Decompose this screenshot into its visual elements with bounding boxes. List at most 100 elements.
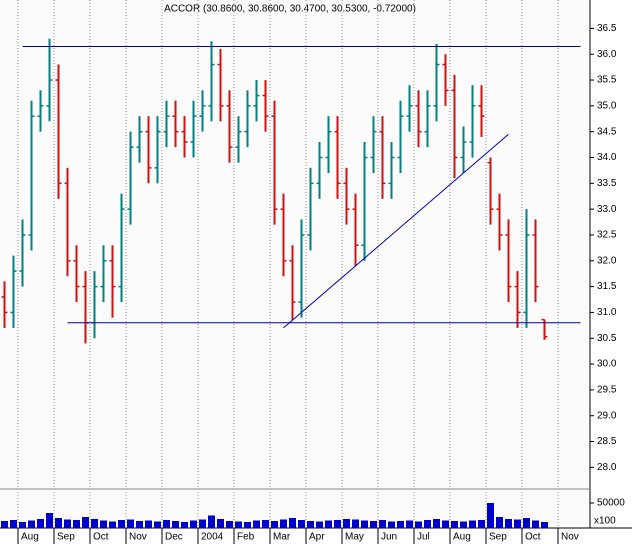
volume-bar [208,515,215,528]
x-tick-label: Aug [453,532,471,543]
volume-bar [289,518,296,528]
volume-bar [190,520,197,528]
volume-bar [298,520,305,528]
x-tick-label: Nov [129,532,147,543]
volume-bar [271,521,278,528]
volume-bar [532,520,539,528]
volume-bar [469,520,476,528]
x-tick-label: Oct [525,532,541,543]
volume-bar [442,520,449,528]
volume-bar [118,520,125,528]
volume-bar [37,519,44,528]
volume-bar [316,521,323,528]
volume-bar [433,519,440,528]
chart-title: ACCOR (30.8600, 30.8600, 30.4700, 30.530… [164,4,416,15]
volume-bar [91,519,98,528]
volume-bar [244,522,251,528]
volume-bar [370,521,377,528]
volume-bar [109,521,116,528]
volume-unit-label: x100 [594,516,616,527]
volume-bar [235,521,242,528]
x-tick-label: Dec [165,532,183,543]
volume-tick-label: 50000 [597,498,625,509]
volume-bar [379,520,386,528]
y-tick-label: 30.5 [597,333,617,344]
volume-bar [82,517,89,528]
volume-bar [514,519,521,528]
y-tick-label: 34.0 [597,152,617,163]
volume-bar [154,521,161,528]
y-tick-label: 29.5 [597,385,617,396]
volume-bar [73,520,80,528]
volume-bar [226,521,233,528]
x-tick-label: Nov [561,532,579,543]
volume-bar [352,519,359,528]
x-tick-label: Sep [57,532,75,543]
x-tick-label: Feb [237,532,255,543]
volume-bar [181,522,188,528]
volume-bar [424,520,431,528]
volume-bar [505,519,512,528]
volume-bar [172,521,179,528]
volume-bar [100,520,107,528]
x-tick-label: Sep [489,532,507,543]
volume-bar [10,520,17,528]
y-tick-label: 35.0 [597,101,617,112]
volume-bar [1,521,8,528]
volume-bar [451,521,458,528]
volume-bar [523,518,530,528]
volume-bar [217,519,224,528]
x-tick-label: Mar [273,532,291,543]
x-tick-label: Aug [21,532,39,543]
volume-bar [343,519,350,528]
y-tick-label: 32.5 [597,230,617,241]
volume-bar [199,519,206,528]
volume-bar [397,521,404,528]
y-tick-label: 31.5 [597,281,617,292]
volume-bar [415,521,422,528]
volume-bar [406,520,413,528]
volume-bar [28,520,35,528]
volume-bar [361,520,368,528]
y-tick-label: 33.5 [597,178,617,189]
volume-bar [478,520,485,528]
y-tick-label: 36.5 [597,23,617,34]
y-tick-label: 33.0 [597,204,617,215]
volume-bar [334,520,341,528]
y-tick-label: 28.5 [597,436,617,447]
y-tick-label: 34.5 [597,126,617,137]
volume-bar [55,518,62,528]
volume-bar [541,522,548,528]
volume-bar [460,521,467,528]
volume-bar [262,520,269,528]
x-tick-label: Jun [381,532,397,543]
volume-bar [163,520,170,528]
volume-bar [64,519,71,528]
x-tick-label: Oct [93,532,109,543]
x-tick-label: May [345,532,364,543]
volume-bar [145,520,152,528]
x-tick-label: Jul [417,532,430,543]
volume-bar [19,522,26,528]
volume-bar [388,521,395,528]
y-tick-label: 35.5 [597,75,617,86]
y-tick-label: 32.0 [597,255,617,266]
volume-bar [136,521,143,528]
x-tick-label: 2004 [201,532,224,543]
y-tick-label: 30.0 [597,359,617,370]
plot-background [0,0,590,528]
volume-bar [307,521,314,528]
y-tick-label: 36.0 [597,49,617,60]
volume-bar [253,520,260,528]
y-tick-label: 29.0 [597,410,617,421]
volume-bar [280,519,287,528]
volume-bar [46,513,53,528]
volume-bar [127,519,134,528]
volume-bar [496,517,503,528]
y-tick-label: 31.0 [597,307,617,318]
y-tick-label: 28.0 [597,462,617,473]
x-tick-label: Apr [309,532,325,543]
volume-bar [325,520,332,528]
